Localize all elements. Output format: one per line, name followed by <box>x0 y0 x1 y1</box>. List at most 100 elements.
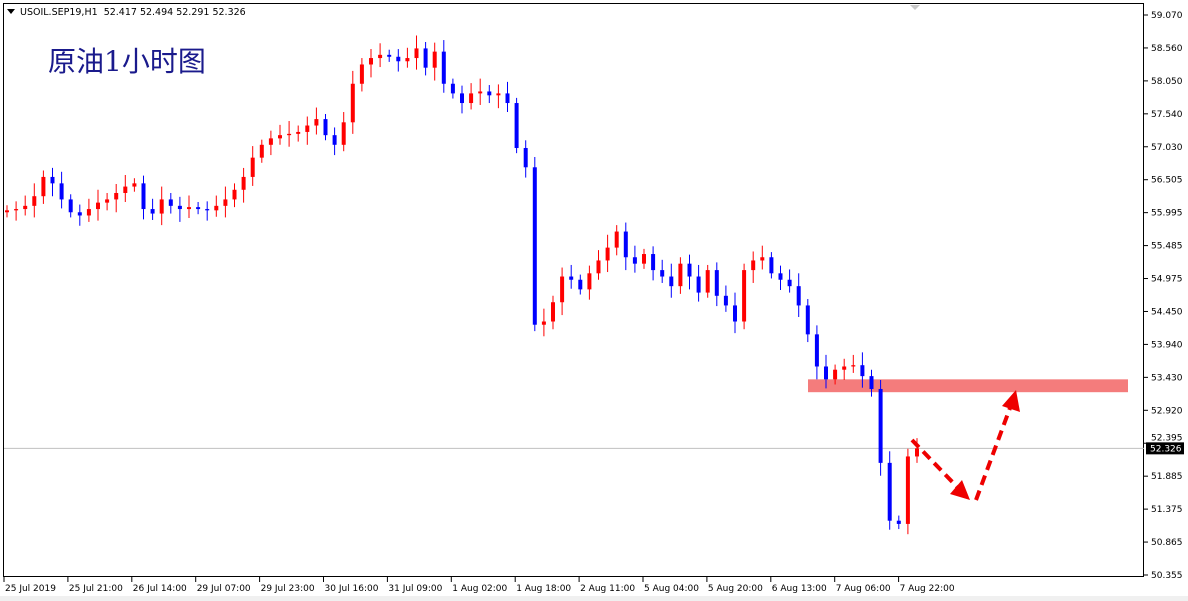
candle-body <box>496 93 501 96</box>
candle-body <box>669 276 674 287</box>
x-tick-label: 1 Aug 18:00 <box>516 584 571 594</box>
candle-body <box>214 205 219 211</box>
candle-body <box>714 270 719 296</box>
y-tick-label: 55.995 <box>1151 209 1183 219</box>
candle-body <box>159 199 164 214</box>
x-tick-label: 2 Aug 11:00 <box>580 584 635 594</box>
x-tick-label: 25 Jul 21:00 <box>69 584 123 594</box>
x-tick-label: 29 Jul 07:00 <box>197 584 251 594</box>
x-tick-label: 7 Aug 06:00 <box>836 584 891 594</box>
candle-body <box>250 157 255 177</box>
candle-body <box>905 456 910 524</box>
y-tick-label: 54.975 <box>1151 275 1183 285</box>
candle-body <box>587 273 592 290</box>
candle-body <box>405 58 410 62</box>
candle-body <box>696 276 701 293</box>
candle-body <box>268 138 273 145</box>
candle-body <box>705 270 710 293</box>
candle-body <box>860 365 865 377</box>
candle-body <box>305 125 310 132</box>
candle-body <box>223 199 228 206</box>
candle-body <box>687 263 692 277</box>
candle-body <box>432 51 437 68</box>
candle-body <box>196 207 201 210</box>
ohlc-values: 52.417 52.494 52.291 52.326 <box>103 7 246 18</box>
candle-body <box>505 93 510 104</box>
y-tick-label: 53.430 <box>1151 373 1183 383</box>
candle-body <box>896 520 901 524</box>
candle-body <box>814 334 819 367</box>
candle-body <box>532 167 537 325</box>
candle-body <box>796 286 801 306</box>
candle-body <box>287 133 292 136</box>
y-tick-label: 50.355 <box>1151 571 1183 581</box>
dropdown-triangle-icon[interactable] <box>7 9 15 14</box>
candle-body <box>623 231 628 258</box>
candle-body <box>751 260 756 271</box>
candle-body <box>460 93 464 104</box>
x-tick-label: 5 Aug 04:00 <box>644 584 699 594</box>
x-tick-label: 5 Aug 20:00 <box>708 584 763 594</box>
candle-body <box>760 257 765 261</box>
candle-body <box>487 91 492 96</box>
current-price-box <box>1146 442 1184 455</box>
candle-body <box>23 205 28 210</box>
y-tick-label: 52.395 <box>1151 433 1183 443</box>
candle-body <box>541 321 546 325</box>
candle-body <box>915 448 919 457</box>
candle-body <box>323 119 328 136</box>
up-arrow <box>974 407 1012 501</box>
candle-body <box>132 183 137 187</box>
y-tick-label: 53.940 <box>1151 340 1183 350</box>
y-tick-label: 58.050 <box>1151 77 1183 87</box>
candle-body <box>824 366 828 380</box>
x-tick-label: 31 Jul 09:00 <box>388 584 442 594</box>
x-tick-label: 1 Aug 02:00 <box>452 584 507 594</box>
current-price-label: 52.326 <box>1150 444 1182 454</box>
candle-body <box>296 131 301 134</box>
y-tick-label: 59.070 <box>1151 11 1183 21</box>
candle-body <box>68 199 73 213</box>
candle-body <box>150 209 155 214</box>
candle-body <box>578 279 583 290</box>
candle-body <box>359 64 364 84</box>
up-arrow-head <box>1002 390 1020 412</box>
candle-body <box>177 205 182 210</box>
x-tick-label: 30 Jul 16:00 <box>325 584 379 594</box>
y-tick-label: 57.540 <box>1151 110 1183 120</box>
x-tick-label: 29 Jul 23:00 <box>261 584 315 594</box>
candle-body <box>241 176 246 190</box>
candle-body <box>605 247 610 261</box>
candle-body <box>205 209 210 211</box>
candle-body <box>50 176 55 184</box>
x-tick-label: 25 Jul 2019 <box>5 584 56 594</box>
candle-body <box>387 54 392 57</box>
candle-body <box>833 369 838 380</box>
candle-body <box>278 135 282 139</box>
candle-body <box>141 183 146 210</box>
candle-body <box>32 196 37 206</box>
candle-body <box>651 254 656 271</box>
candle-body <box>642 254 646 264</box>
candle-body <box>14 209 19 211</box>
resistance-zone <box>808 379 1128 393</box>
candle-body <box>632 257 637 264</box>
candle-body <box>869 376 874 389</box>
y-tick-label: 50.865 <box>1151 538 1183 548</box>
candle-body <box>478 91 483 94</box>
scroll-marker-icon <box>910 5 920 10</box>
candle-body <box>369 58 373 65</box>
candle-body <box>77 212 82 216</box>
candle-body <box>105 199 110 203</box>
candle-body <box>332 135 337 145</box>
candle-body <box>769 257 774 274</box>
y-tick-label: 54.450 <box>1151 307 1183 317</box>
candle-body <box>878 388 883 463</box>
down-arrow <box>910 438 964 494</box>
candle-body <box>778 273 783 280</box>
candle-body <box>733 305 737 322</box>
candle-body <box>5 210 9 213</box>
candle-body <box>523 148 528 168</box>
candle-body <box>560 276 565 303</box>
